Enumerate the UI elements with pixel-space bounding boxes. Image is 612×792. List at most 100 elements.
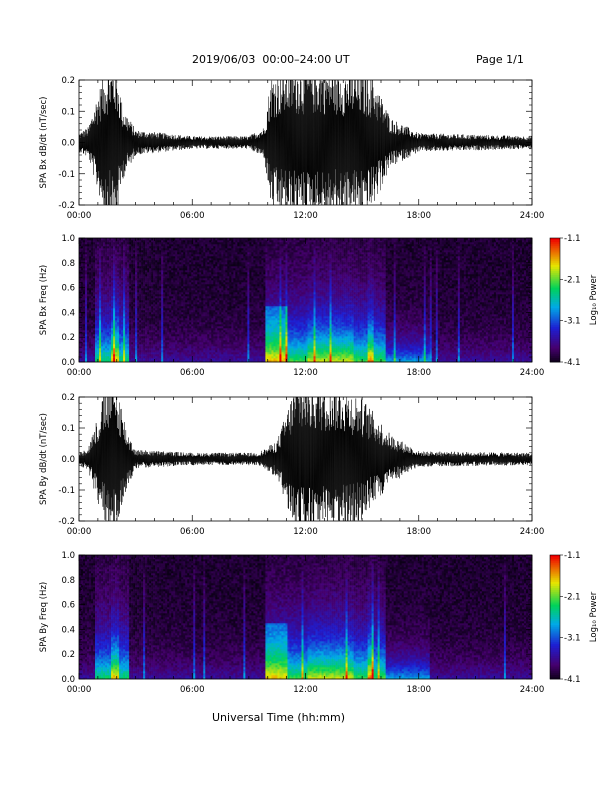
heatmap-cell [201, 352, 203, 354]
heatmap-cell [215, 240, 217, 242]
heatmap-cell [121, 344, 123, 346]
heatmap-cell [173, 312, 175, 314]
heatmap-cell [135, 300, 137, 302]
heatmap-cell [227, 314, 229, 316]
heatmap-cell [207, 308, 209, 310]
heatmap-cell [205, 352, 207, 354]
heatmap-cell [81, 304, 83, 306]
heatmap-cell [101, 290, 103, 292]
heatmap-cell [103, 320, 105, 322]
heatmap-cell [135, 250, 137, 252]
heatmap-cell [173, 306, 175, 308]
heatmap-cell [183, 320, 185, 322]
heatmap-cell [81, 286, 83, 288]
heatmap-cell [159, 324, 161, 326]
heatmap-cell [175, 328, 177, 330]
heatmap-cell [193, 322, 195, 324]
heatmap-cell [189, 342, 191, 344]
heatmap-cell [229, 292, 231, 294]
heatmap-cell [189, 266, 191, 268]
heatmap-cell [157, 298, 159, 300]
heatmap-cell [87, 350, 89, 352]
heatmap-cell [201, 306, 203, 308]
heatmap-cell [203, 322, 205, 324]
heatmap-cell [215, 268, 217, 270]
heatmap-cell [183, 284, 185, 286]
heatmap-cell [145, 298, 147, 300]
heatmap-cell [97, 246, 99, 248]
heatmap-cell [223, 302, 225, 304]
heatmap-cell [209, 354, 211, 356]
heatmap-cell [97, 254, 99, 256]
heatmap-cell [129, 354, 131, 356]
heatmap-cell [223, 318, 225, 320]
heatmap-cell [93, 248, 95, 250]
heatmap-cell [103, 344, 105, 346]
heatmap-cell [93, 344, 95, 346]
heatmap-cell [139, 348, 141, 350]
heatmap-cell [199, 262, 201, 264]
heatmap-cell [161, 330, 163, 332]
heatmap-cell [211, 344, 213, 346]
heatmap-cell [185, 284, 187, 286]
heatmap-cell [213, 352, 215, 354]
heatmap-cell [175, 286, 177, 288]
heatmap-cell [201, 298, 203, 300]
heatmap-cell [149, 278, 151, 280]
heatmap-cell [97, 318, 99, 320]
heatmap-cell [113, 330, 115, 332]
heatmap-cell [85, 326, 87, 328]
heatmap-cell [149, 252, 151, 254]
heatmap-cell [93, 274, 95, 276]
heatmap-cell [167, 336, 169, 338]
heatmap-cell [151, 318, 153, 320]
heatmap-cell [231, 254, 233, 256]
heatmap-cell [205, 302, 207, 304]
heatmap-cell [141, 316, 143, 318]
heatmap-cell [147, 246, 149, 248]
heatmap-cell [111, 246, 113, 248]
heatmap-cell [159, 274, 161, 276]
heatmap-cell [197, 314, 199, 316]
heatmap-cell [227, 246, 229, 248]
heatmap-cell [173, 300, 175, 302]
heatmap-cell [229, 294, 231, 296]
heatmap-cell [109, 348, 111, 350]
heatmap-cell [221, 330, 223, 332]
heatmap-cell [167, 266, 169, 268]
heatmap-cell [89, 300, 91, 302]
heatmap-cell [131, 314, 133, 316]
heatmap-cell [149, 318, 151, 320]
heatmap-cell [145, 268, 147, 270]
heatmap-cell [235, 270, 237, 272]
heatmap-cell [105, 274, 107, 276]
heatmap-cell [151, 244, 153, 246]
heatmap-cell [197, 298, 199, 300]
heatmap-cell [209, 242, 211, 244]
heatmap-cell [87, 332, 89, 334]
heatmap-cell [137, 286, 139, 288]
heatmap-cell [125, 320, 127, 322]
heatmap-cell [103, 304, 105, 306]
heatmap-cell [143, 332, 145, 334]
heatmap-cell [223, 246, 225, 248]
heatmap-cell [223, 342, 225, 344]
heatmap-cell [85, 288, 87, 290]
heatmap-cell [103, 276, 105, 278]
heatmap-cell [139, 346, 141, 348]
heatmap-cell [155, 264, 157, 266]
heatmap-cell [97, 250, 99, 252]
heatmap-cell [165, 318, 167, 320]
heatmap-cell [225, 284, 227, 286]
heatmap-cell [87, 318, 89, 320]
heatmap-cell [207, 286, 209, 288]
heatmap-cell [129, 338, 131, 340]
heatmap-cell [107, 242, 109, 244]
heatmap-cell [223, 286, 225, 288]
heatmap-cell [203, 356, 205, 358]
heatmap-cell [99, 274, 101, 276]
heatmap-cell [223, 352, 225, 354]
heatmap-cell [93, 242, 95, 244]
heatmap-cell [215, 318, 217, 320]
heatmap-cell [161, 258, 163, 260]
